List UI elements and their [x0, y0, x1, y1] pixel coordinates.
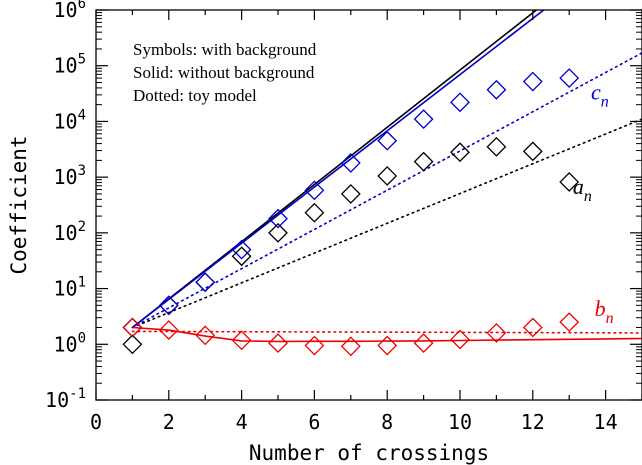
series-label-b: bn [595, 296, 614, 327]
legend-line: Dotted: toy model [133, 86, 257, 105]
marker-c-9 [413, 109, 434, 130]
y-tick-label: 105 [53, 52, 86, 78]
marker-b-4 [231, 330, 252, 351]
marker-a-1 [122, 334, 143, 355]
marker-b-9 [413, 333, 434, 354]
solid-line-c [131, 10, 545, 329]
x-tick-label: 12 [521, 410, 545, 434]
marker-b-13 [559, 312, 580, 333]
marker-b-1 [122, 317, 143, 338]
series-labels: cn an bn [573, 79, 614, 327]
marker-c-6 [304, 180, 325, 201]
marker-c-4 [231, 239, 252, 260]
marker-b-11 [486, 322, 507, 343]
x-tick-label: 2 [163, 410, 175, 434]
axes: 0 2 4 6 8 10 12 14 10-1 100 101 102 103 104 105 106 [45, 0, 642, 434]
x-tick-label: 10 [448, 410, 472, 434]
marker-b-7 [340, 336, 361, 357]
dotted-line-c [131, 52, 642, 329]
marker-a-10 [450, 142, 470, 163]
marker-b-2 [158, 320, 179, 340]
marker-c-8 [377, 130, 398, 151]
y-tick-label: 106 [53, 0, 86, 22]
x-tick-label: 4 [236, 410, 248, 434]
x-axis-label: Number of crossings [249, 441, 489, 465]
marker-c-3 [195, 272, 216, 293]
y-tick-label: 104 [53, 107, 86, 133]
plot-frame [95, 9, 642, 401]
marker-b-10 [450, 329, 470, 350]
plot-area [122, 10, 642, 357]
marker-a-6 [304, 202, 325, 223]
marker-c-7 [340, 153, 361, 173]
y-tick-label: 102 [53, 219, 86, 245]
y-axis-label: Coefficient [7, 135, 31, 274]
x-tick-label: 14 [594, 410, 618, 434]
marker-a-11 [486, 136, 507, 157]
marker-b-8 [377, 335, 398, 356]
marker-a-5 [268, 222, 288, 243]
marker-a-7 [340, 183, 361, 204]
marker-b-3 [195, 325, 216, 346]
y-tick-label: 100 [53, 330, 86, 356]
y-tick-label: 101 [53, 275, 86, 301]
marker-a-9 [413, 151, 434, 172]
legend-line: Solid: without background [133, 63, 315, 82]
solid-line-b [132, 326, 642, 343]
marker-c-11 [486, 79, 507, 100]
dotted-line-a [131, 118, 642, 329]
marker-a-4 [231, 246, 252, 267]
series-label-c: cn [591, 79, 609, 110]
x-tick-label: 6 [308, 410, 320, 434]
marker-b-5 [268, 333, 288, 354]
marker-c-2 [158, 295, 179, 316]
dotted-line-b [131, 330, 642, 334]
marker-c-10 [450, 92, 470, 113]
marker-a-8 [377, 166, 398, 186]
marker-c-5 [268, 208, 288, 229]
marker-c-12 [522, 71, 543, 92]
legend-line: Symbols: with background [133, 40, 317, 59]
plot-clip-group [122, 10, 642, 357]
marker-a-12 [522, 141, 543, 162]
legend-text: Symbols: with background Solid: without b… [133, 40, 317, 105]
x-tick-label: 8 [381, 410, 393, 434]
y-tick-label: 103 [53, 163, 86, 189]
marker-b-6 [304, 335, 325, 356]
marker-a-13 [559, 172, 580, 192]
marker-b-12 [522, 317, 543, 338]
x-tick-label: 0 [90, 410, 102, 434]
series-label-a: an [573, 174, 592, 205]
marker-c-13 [559, 68, 580, 88]
y-tick-label: 10-1 [45, 386, 86, 412]
